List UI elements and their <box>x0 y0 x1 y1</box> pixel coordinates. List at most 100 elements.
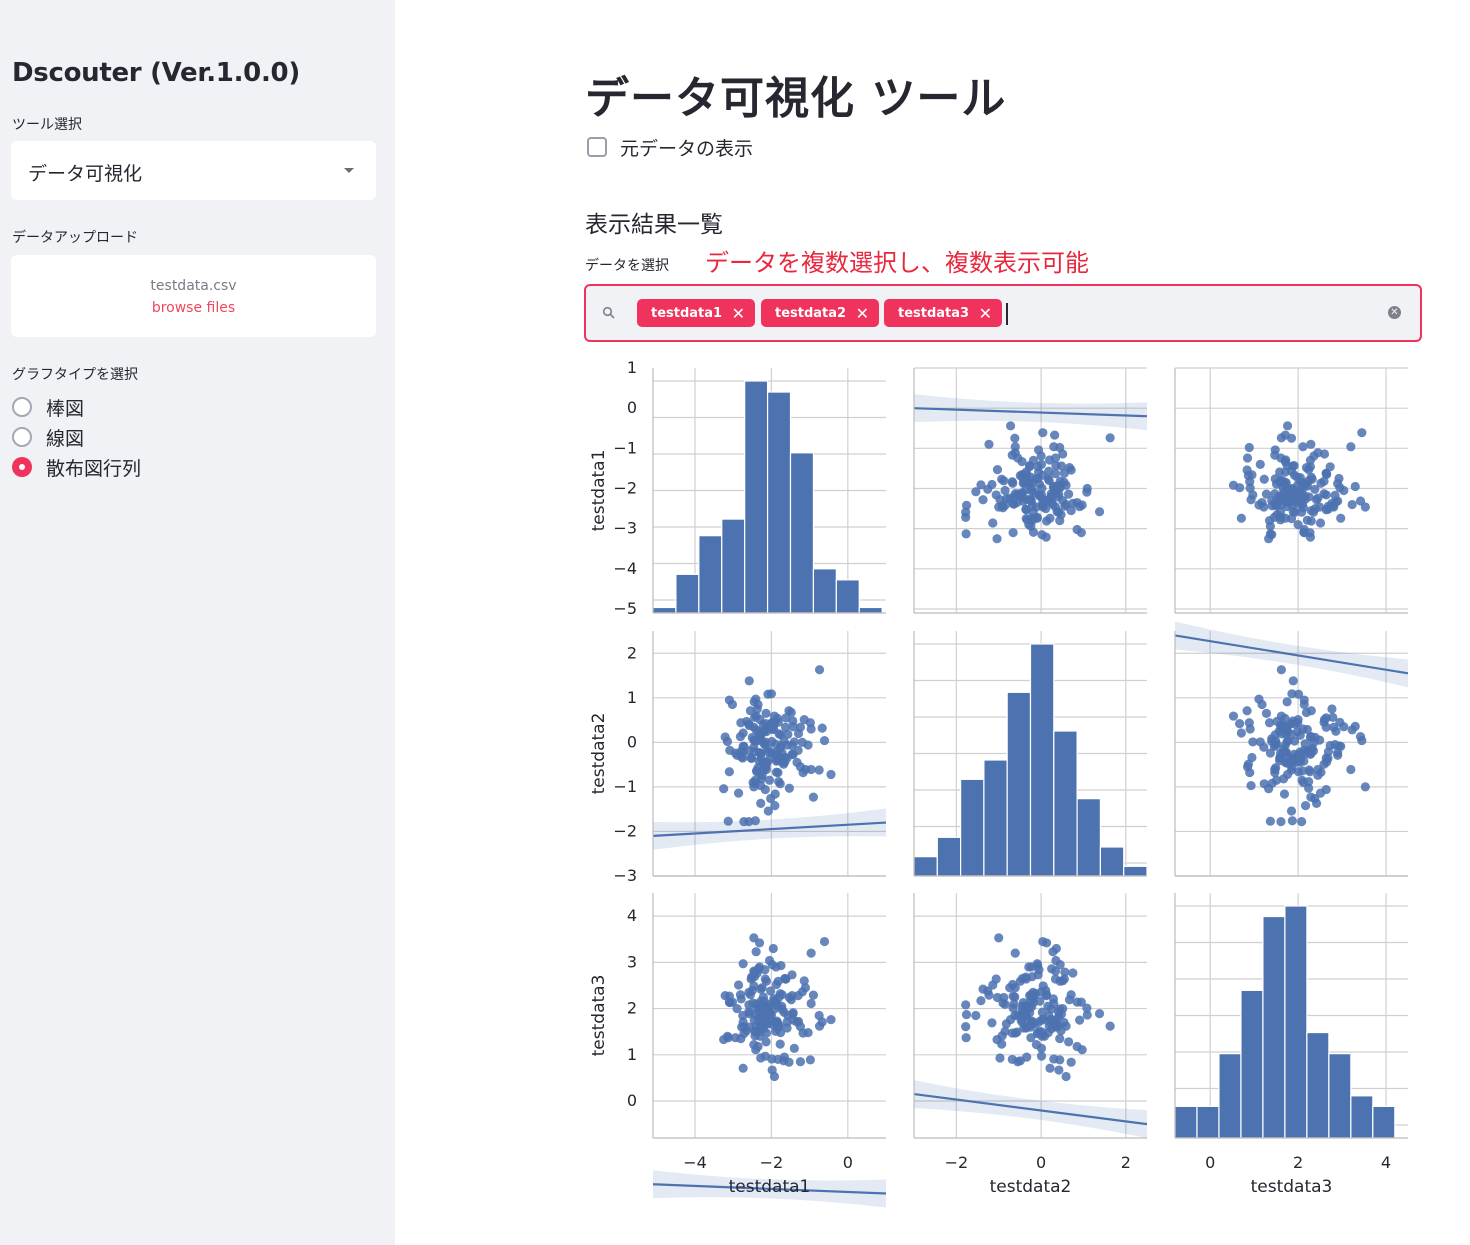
scatter-point <box>1289 736 1300 746</box>
tool-select-value: データ可視化 <box>28 163 143 185</box>
scatter-point <box>1334 473 1344 484</box>
scatter-point <box>976 480 986 490</box>
scatter-point <box>754 1008 764 1018</box>
scatter-point <box>722 1031 733 1041</box>
scatter-point <box>764 1002 774 1012</box>
scatter-point <box>1027 1016 1037 1026</box>
scatter-point <box>1052 1022 1062 1032</box>
scatter-point <box>724 767 734 777</box>
scatter-point <box>1033 1017 1044 1027</box>
histogram-bar <box>936 836 962 877</box>
scatter-point <box>736 1034 746 1044</box>
scatter-point <box>1050 966 1061 976</box>
scatter-point <box>1290 507 1300 517</box>
scatter-point <box>997 1031 1007 1041</box>
scatter-point <box>995 1053 1005 1063</box>
radio-bar-chart[interactable]: 棒図 <box>12 393 84 421</box>
page-title: データ可視化 ツール <box>585 73 1007 124</box>
scatter-point <box>750 712 760 723</box>
scatter-point <box>819 936 830 947</box>
checkbox-box[interactable] <box>587 137 607 157</box>
app-title: Dscouter (Ver.1.0.0) <box>12 58 300 88</box>
data-multiselect[interactable]: testdata1 ✕ testdata2 ✕ testdata3 ✕ ✕ <box>584 284 1422 342</box>
scatter-point <box>744 987 754 997</box>
remove-tag-icon[interactable]: ✕ <box>978 303 992 323</box>
scatter-point <box>988 980 998 990</box>
show-raw-data-checkbox[interactable]: 元データの表示 <box>587 134 753 160</box>
file-uploader[interactable]: testdata.csv browse files <box>11 255 376 337</box>
scatter-point <box>761 764 772 775</box>
scatter-point <box>1336 513 1346 523</box>
scatter-point <box>1247 752 1257 763</box>
scatter-point <box>1309 451 1319 461</box>
remove-tag-icon[interactable]: ✕ <box>855 303 869 323</box>
scatter-point <box>1350 721 1360 731</box>
scatter-point <box>744 720 754 731</box>
clear-all-icon[interactable]: ✕ <box>1388 306 1401 319</box>
scatter-point <box>783 729 793 739</box>
x-axis-label: testdata2 <box>990 1177 1072 1197</box>
scatter-point <box>769 724 779 735</box>
scatter-point <box>997 501 1007 511</box>
scatter-point <box>805 718 815 728</box>
radio-button-unselected[interactable] <box>12 427 32 447</box>
scatter-point <box>1017 973 1028 984</box>
scatter-point <box>1053 492 1063 502</box>
regression-line <box>913 1092 1148 1126</box>
histogram-bar <box>1053 730 1078 877</box>
scatter-point <box>1036 987 1046 997</box>
radio-scatter-matrix[interactable]: 散布図行列 <box>12 453 141 481</box>
scatter-point <box>1033 473 1043 484</box>
scatter-point <box>760 974 770 984</box>
scatter-point <box>961 1000 971 1010</box>
radio-button-selected[interactable] <box>12 457 32 477</box>
scatter-point <box>1082 1003 1092 1013</box>
scatter-point <box>771 979 781 990</box>
scatter-point <box>764 747 774 757</box>
scatter-point <box>1000 485 1010 496</box>
tool-select-dropdown[interactable]: データ可視化 <box>11 141 376 200</box>
scatter-point <box>754 756 764 766</box>
remove-tag-icon[interactable]: ✕ <box>731 303 745 323</box>
y-tick-label: 1 <box>627 360 637 377</box>
scatter-point <box>1061 1071 1071 1082</box>
histogram-bar <box>1284 905 1308 1139</box>
scatter-point <box>751 999 762 1009</box>
checkbox-label: 元データの表示 <box>620 137 754 160</box>
radio-button-unselected[interactable] <box>12 397 32 417</box>
scatter-point <box>1055 442 1065 453</box>
scatter-point <box>1052 507 1062 517</box>
scatter-point <box>1308 507 1319 517</box>
scatter-point <box>797 737 807 747</box>
scatter-point <box>808 792 819 802</box>
scatter-point <box>1346 764 1356 775</box>
scatter-point <box>1267 530 1277 540</box>
scatter-point <box>1242 706 1252 716</box>
scatter-point <box>1292 757 1302 767</box>
scatter-point <box>1037 1007 1047 1017</box>
radio-line-chart[interactable]: 線図 <box>12 423 84 451</box>
histogram-bar <box>1099 846 1125 877</box>
scatter-point <box>1046 491 1056 502</box>
scatter-point <box>1280 467 1290 477</box>
scatter-point <box>1247 470 1257 480</box>
select-data-label: データを選択 <box>585 258 669 274</box>
y-tick-label: −2 <box>613 478 637 497</box>
browse-files-link[interactable]: browse files <box>151 300 236 316</box>
scatter-point <box>1050 453 1061 463</box>
scatter-point <box>987 1018 997 1028</box>
scatter-point <box>751 766 762 776</box>
y-tick-label: 4 <box>627 906 637 925</box>
y-tick-label: −2 <box>613 821 637 840</box>
scatter-point <box>766 689 777 699</box>
scatter-point <box>758 719 768 730</box>
scatter-point <box>1311 798 1322 808</box>
scatter-point <box>1280 740 1290 750</box>
scatter-point <box>1010 948 1020 958</box>
scatter-point <box>798 1028 808 1038</box>
scatter-point <box>1270 489 1280 499</box>
scatter-point <box>1010 442 1020 452</box>
scatter-point <box>1297 499 1308 509</box>
scatter-point <box>1236 513 1246 523</box>
scatter-point <box>1350 481 1360 492</box>
